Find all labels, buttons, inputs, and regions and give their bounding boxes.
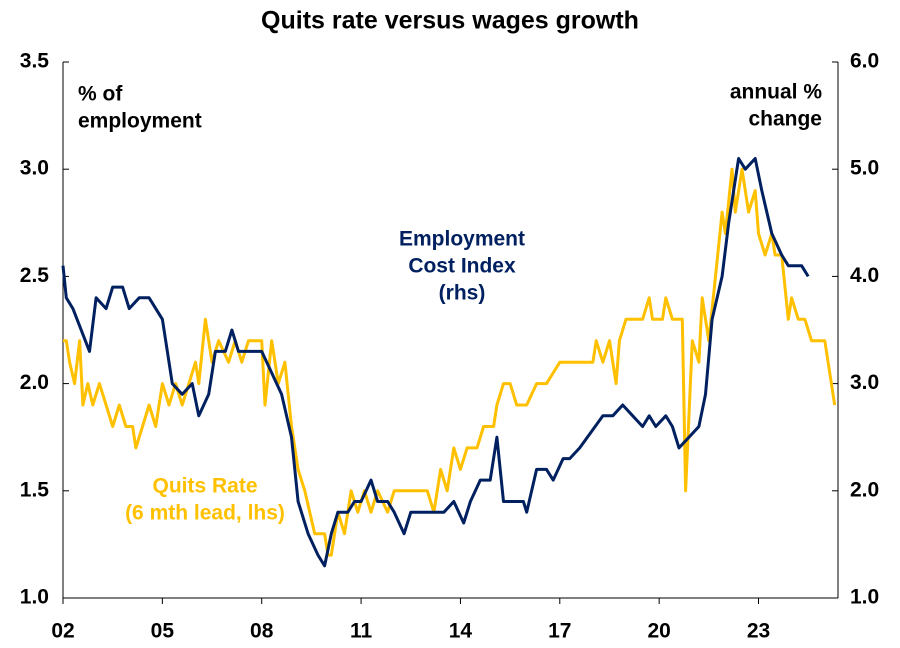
- x-tick-label: 11: [350, 620, 373, 643]
- y-tick-label: 1.5: [20, 478, 50, 501]
- y2-tick-label: 4.0: [850, 264, 879, 287]
- series-label: Quits Rate: [152, 475, 257, 498]
- x-tick-label: 17: [548, 620, 571, 643]
- y2-tick-label: 6.0: [850, 50, 879, 73]
- y-tick-label: 2.0: [20, 371, 49, 394]
- x-tick-label: 02: [51, 620, 74, 643]
- y-axis-label: employment: [78, 110, 202, 133]
- y-tick-label: 2.5: [20, 264, 50, 287]
- y2-tick-label: 3.0: [850, 371, 879, 394]
- x-tick-label: 20: [647, 620, 670, 643]
- y2-tick-label: 2.0: [850, 478, 879, 501]
- x-tick-label: 08: [250, 620, 274, 643]
- chart-title: Quits rate versus wages growth: [261, 7, 639, 35]
- y2-tick-label: 5.0: [850, 157, 879, 180]
- y-tick-label: 3.0: [20, 157, 49, 180]
- series-label: Cost Index: [408, 255, 516, 278]
- y-tick-label: 3.5: [20, 50, 50, 73]
- y2-axis-label: annual %: [730, 81, 823, 104]
- y2-axis-label: change: [748, 108, 822, 131]
- series-line: [63, 167, 837, 557]
- x-tick-label: 05: [151, 620, 175, 643]
- series-label: (6 mth lead, lhs): [125, 502, 285, 525]
- y2-tick-label: 1.0: [850, 586, 879, 609]
- series-label: Employment: [399, 228, 525, 251]
- series-line: [61, 157, 810, 568]
- x-tick-label: 14: [449, 620, 473, 643]
- x-tick-label: 23: [747, 620, 770, 643]
- y-tick-label: 1.0: [20, 586, 49, 609]
- series-label: (rhs): [439, 282, 486, 305]
- y-axis-label: % of: [78, 83, 123, 106]
